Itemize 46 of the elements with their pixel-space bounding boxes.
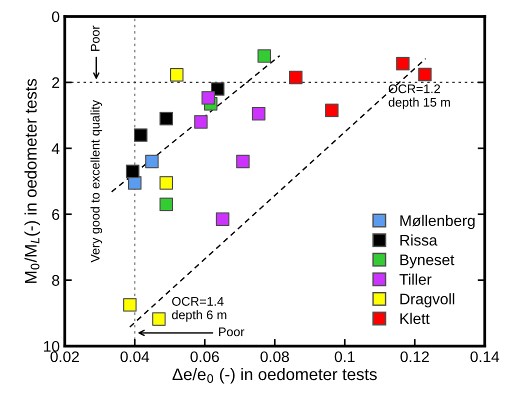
point — [145, 154, 159, 168]
x-axis-title: Δe/e$_{0}$ (-) in oedometer tests — [172, 368, 377, 384]
point — [252, 106, 266, 120]
point — [257, 49, 272, 63]
x-tick-label: 0.12 — [400, 351, 429, 362]
x-tick-label: 0.14 — [470, 351, 500, 362]
point — [288, 70, 303, 84]
point — [201, 91, 216, 105]
y-tick-label: 10 — [44, 340, 60, 352]
point — [396, 56, 410, 70]
y-tick-label: 8 — [52, 275, 60, 286]
annotation: OCR=1.2 depth 15 m — [388, 84, 450, 110]
point — [210, 82, 224, 96]
point — [159, 112, 174, 126]
annotation: Poor — [219, 328, 244, 336]
point — [216, 212, 230, 226]
annotation: Very good to excellent quality — [90, 100, 102, 263]
x-tick-label: 0.02 — [50, 351, 79, 362]
legend-label: Byneset — [400, 254, 454, 268]
y-tick-label: 4 — [52, 143, 60, 154]
y-tick-label: 6 — [52, 209, 60, 220]
point — [418, 68, 432, 82]
x-tick-label: 0.08 — [260, 351, 289, 362]
x-tick-label: 0.04 — [120, 351, 150, 362]
legend-label: Møllenberg — [400, 214, 475, 230]
x-tick-label: 0.1 — [334, 351, 355, 362]
point — [159, 198, 174, 212]
point — [152, 312, 166, 326]
annotation: OCR=1.4 depth 6 m — [172, 296, 226, 322]
legend-label: Rissa — [400, 234, 438, 246]
y-tick-label: 0 — [52, 11, 60, 22]
point — [194, 115, 208, 129]
y-tick-label: 2 — [52, 77, 60, 88]
legend-label: Tiller — [400, 274, 432, 285]
annotation: Poor — [90, 26, 100, 51]
point — [170, 68, 184, 82]
point — [134, 128, 148, 142]
point — [123, 298, 137, 312]
y-axis-title: M$_{0}$/M$_{L}$(-) in oedometer tests — [24, 78, 40, 283]
point — [126, 164, 140, 178]
point — [236, 154, 250, 168]
legend-label: Dragvoll — [400, 293, 454, 308]
legend-label: Klett — [400, 312, 430, 324]
x-tick-label: 0.06 — [190, 351, 219, 362]
point — [159, 176, 174, 190]
point — [325, 104, 339, 118]
